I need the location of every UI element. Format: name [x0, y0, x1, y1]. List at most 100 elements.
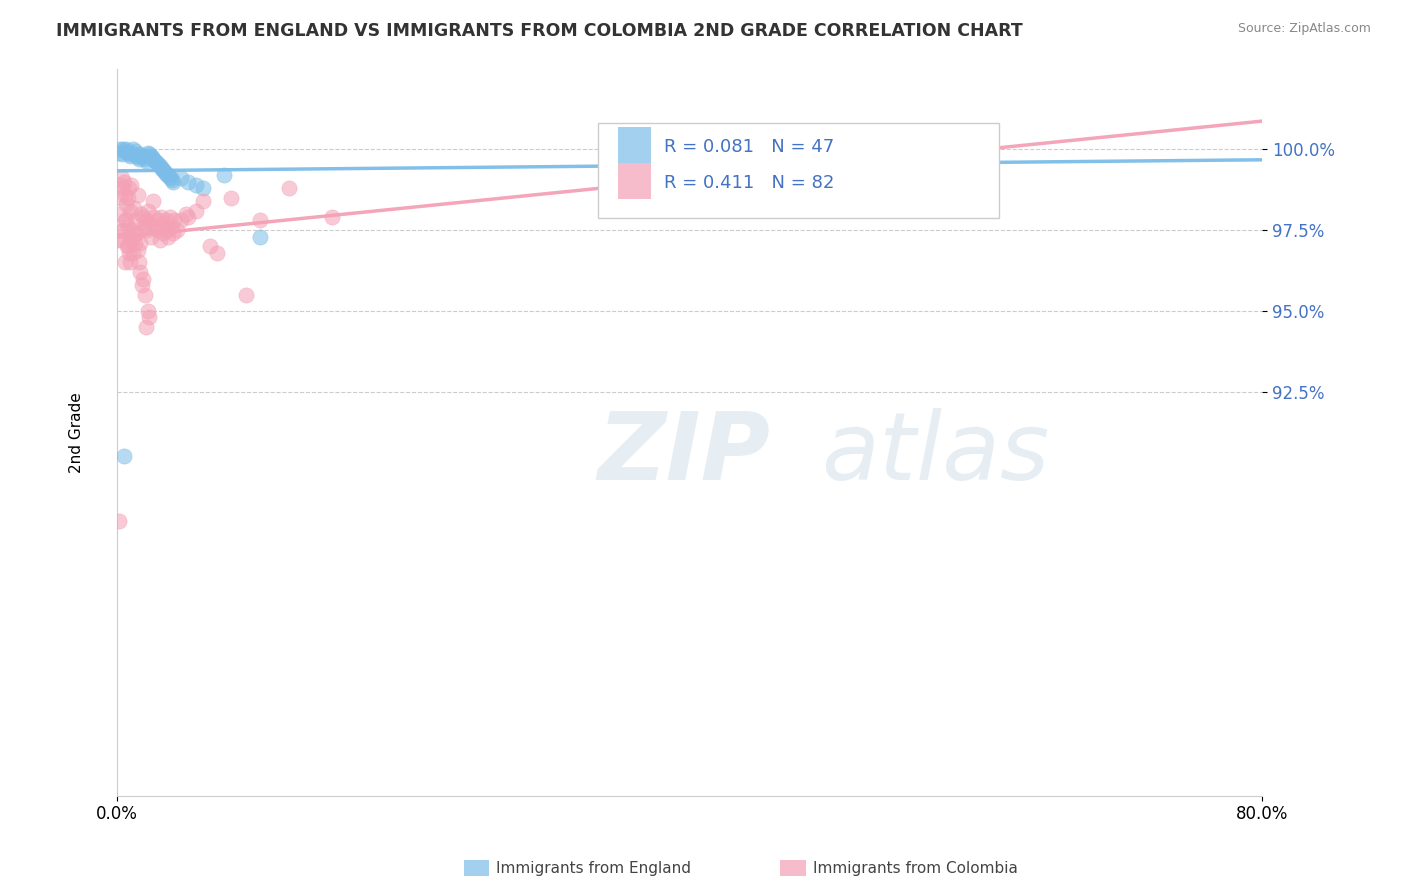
Point — [120, 149, 142, 163]
Point — [131, 149, 153, 163]
Point — [112, 450, 135, 464]
Point — [114, 187, 136, 202]
Point — [191, 181, 214, 195]
Point — [141, 229, 163, 244]
Point — [124, 213, 146, 227]
Text: IMMIGRANTS FROM ENGLAND VS IMMIGRANTS FROM COLOMBIA 2ND GRADE CORRELATION CHART: IMMIGRANTS FROM ENGLAND VS IMMIGRANTS FR… — [56, 22, 1024, 40]
Point — [138, 203, 160, 218]
Point — [111, 181, 134, 195]
Point — [118, 147, 141, 161]
Point — [115, 197, 138, 211]
Point — [117, 191, 139, 205]
Point — [235, 287, 257, 301]
Point — [191, 194, 214, 208]
Point — [135, 153, 157, 168]
Point — [153, 165, 176, 179]
Point — [321, 210, 343, 224]
Point — [138, 147, 160, 161]
Point — [150, 210, 173, 224]
Point — [145, 155, 167, 169]
Point — [108, 207, 131, 221]
Text: Immigrants from England: Immigrants from England — [496, 862, 692, 876]
Point — [124, 144, 146, 158]
Point — [153, 219, 176, 234]
Point — [136, 304, 159, 318]
Point — [135, 320, 157, 334]
Point — [122, 245, 145, 260]
Point — [125, 227, 148, 241]
Point — [159, 171, 181, 186]
Point — [157, 229, 180, 244]
Point — [110, 191, 132, 205]
Point — [779, 142, 801, 156]
Point — [127, 150, 149, 164]
Point — [138, 310, 160, 325]
Point — [131, 210, 153, 224]
Point — [117, 145, 139, 160]
Point — [125, 227, 148, 241]
Point — [148, 159, 170, 173]
Point — [149, 160, 172, 174]
Point — [160, 173, 183, 187]
Point — [136, 223, 159, 237]
Point — [127, 243, 149, 257]
Point — [132, 219, 155, 234]
Point — [108, 514, 131, 528]
Point — [162, 227, 184, 241]
Point — [152, 227, 174, 241]
Point — [149, 233, 172, 247]
Point — [122, 201, 145, 215]
Point — [128, 235, 150, 250]
Point — [184, 178, 207, 192]
Bar — [619, 127, 651, 163]
Text: Source: ZipAtlas.com: Source: ZipAtlas.com — [1237, 22, 1371, 36]
Bar — [619, 163, 651, 200]
Point — [157, 169, 180, 184]
FancyBboxPatch shape — [598, 123, 998, 218]
Point — [136, 145, 159, 160]
Point — [156, 223, 179, 237]
Point — [114, 144, 136, 158]
Point — [148, 213, 170, 227]
Point — [118, 229, 141, 244]
Point — [112, 223, 135, 237]
Point — [139, 149, 162, 163]
Point — [112, 223, 135, 237]
Point — [112, 175, 135, 189]
Point — [160, 219, 183, 234]
Point — [166, 223, 188, 237]
Point — [156, 168, 179, 182]
Point — [121, 145, 143, 160]
Point — [127, 187, 149, 202]
Text: R = 0.081   N = 47: R = 0.081 N = 47 — [664, 138, 835, 156]
Point — [129, 207, 152, 221]
Point — [128, 152, 150, 166]
Point — [134, 152, 156, 166]
Text: atlas: atlas — [821, 409, 1049, 500]
Point — [170, 213, 193, 227]
Text: ZIP: ZIP — [598, 408, 770, 500]
Text: Immigrants from Colombia: Immigrants from Colombia — [813, 862, 1018, 876]
Point — [118, 245, 141, 260]
Point — [120, 255, 142, 269]
Point — [118, 181, 141, 195]
Point — [115, 213, 138, 227]
Point — [155, 213, 177, 227]
Point — [150, 161, 173, 176]
Point — [159, 210, 181, 224]
Point — [152, 163, 174, 178]
Point — [108, 145, 131, 160]
Point — [125, 149, 148, 163]
Point — [184, 203, 207, 218]
Point — [115, 142, 138, 156]
Point — [121, 223, 143, 237]
Point — [120, 203, 142, 218]
Point — [107, 233, 129, 247]
Point — [114, 213, 136, 227]
Point — [129, 147, 152, 161]
Point — [131, 278, 153, 293]
Point — [111, 171, 134, 186]
Point — [145, 219, 167, 234]
Point — [143, 153, 166, 168]
Point — [132, 150, 155, 164]
